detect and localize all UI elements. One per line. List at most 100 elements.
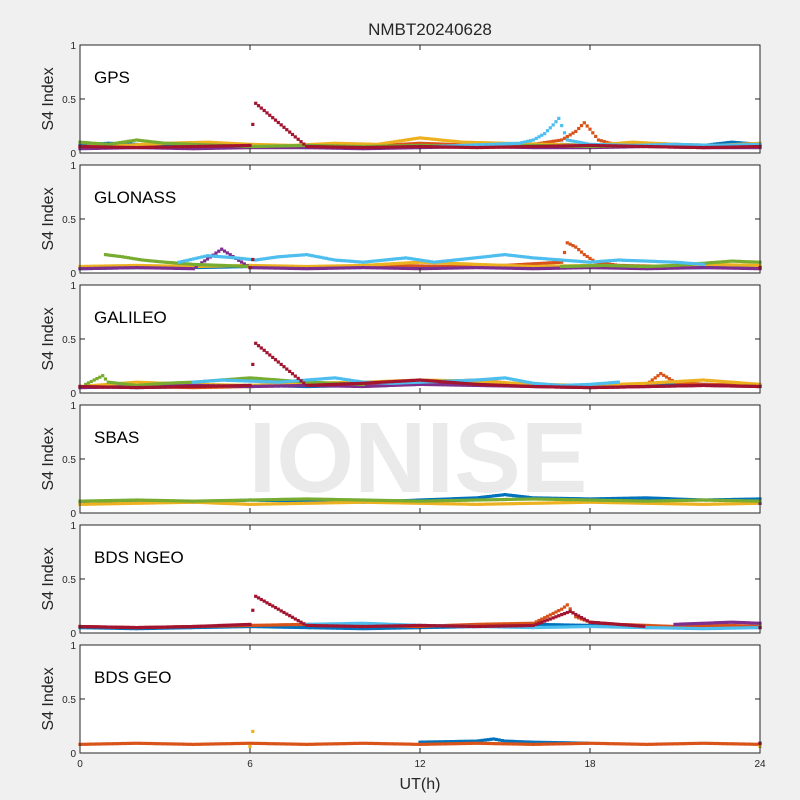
data-point <box>265 256 269 260</box>
data-point <box>602 498 606 502</box>
data-point <box>183 385 187 389</box>
data-point <box>494 383 499 387</box>
data-point <box>194 256 198 260</box>
data-point <box>579 383 584 387</box>
data-point <box>407 142 411 146</box>
data-point <box>95 377 99 381</box>
data-point <box>154 140 159 144</box>
data-point <box>347 145 351 149</box>
data-point <box>126 382 130 387</box>
data-point <box>254 142 258 147</box>
data-point <box>622 501 626 505</box>
data-point <box>194 380 198 384</box>
data-point <box>288 146 292 150</box>
data-point <box>120 501 125 506</box>
data-point <box>735 499 739 503</box>
data-point <box>288 384 292 388</box>
data-point <box>282 380 286 384</box>
data-point <box>438 264 442 268</box>
data-series <box>78 341 762 390</box>
data-point <box>497 383 501 387</box>
data-point <box>344 142 348 146</box>
data-point <box>452 261 456 266</box>
data-point <box>741 502 745 506</box>
data-point <box>613 266 618 270</box>
data-point <box>370 259 374 263</box>
data-point <box>200 264 204 268</box>
data-point <box>749 382 754 386</box>
data-point <box>95 266 99 270</box>
data-point <box>146 501 150 505</box>
data-point <box>653 266 657 271</box>
data-point <box>619 258 623 262</box>
data-point <box>486 266 490 270</box>
data-point <box>480 143 484 147</box>
data-point <box>237 144 241 148</box>
data-point <box>401 145 405 149</box>
data-point <box>313 254 317 258</box>
data-point <box>208 499 212 503</box>
data-point <box>469 256 473 260</box>
data-point <box>319 497 323 501</box>
data-point <box>557 260 561 264</box>
data-point <box>463 262 467 266</box>
data-point <box>704 383 708 388</box>
data-point <box>381 501 385 505</box>
data-point <box>738 263 742 267</box>
data-point <box>421 258 425 263</box>
data-point <box>319 383 323 387</box>
data-point <box>160 501 164 505</box>
data-point <box>582 143 586 148</box>
data-point <box>310 267 314 271</box>
data-point <box>256 344 261 348</box>
data-point <box>492 498 496 502</box>
data-point <box>432 379 436 383</box>
data-point <box>511 497 516 501</box>
data-point <box>645 496 649 500</box>
data-point <box>560 264 564 269</box>
data-point <box>256 266 261 270</box>
data-point <box>370 142 374 146</box>
data-point <box>503 253 507 257</box>
data-point <box>455 262 459 266</box>
data-point <box>611 258 615 263</box>
data-point <box>497 498 501 502</box>
data-point <box>228 146 232 150</box>
data-point <box>101 145 105 149</box>
data-point <box>676 145 680 149</box>
data-point <box>574 385 578 389</box>
data-point <box>602 500 606 505</box>
data-point <box>650 501 654 505</box>
data-point <box>741 145 745 149</box>
data-point <box>333 382 337 386</box>
data-point <box>630 496 635 500</box>
data-point <box>630 144 635 148</box>
data-point <box>574 383 578 387</box>
data-point <box>483 377 487 381</box>
data-point <box>693 266 697 270</box>
data-point <box>285 144 289 148</box>
data-point <box>698 145 703 150</box>
data-point <box>579 250 584 254</box>
data-point <box>565 501 569 505</box>
data-point <box>251 379 255 383</box>
data-point <box>509 493 513 497</box>
data-point <box>611 381 615 385</box>
data-point <box>415 380 419 384</box>
data-point <box>171 501 176 505</box>
data-point <box>112 145 116 149</box>
data-point <box>409 264 414 268</box>
data-point <box>205 499 210 503</box>
data-point <box>667 499 671 503</box>
data-point <box>381 380 385 384</box>
data-point <box>293 499 297 503</box>
data-point <box>500 376 504 380</box>
data-point <box>194 262 198 267</box>
data-point <box>129 385 133 390</box>
data-point <box>551 139 555 143</box>
data-point <box>234 379 238 383</box>
data-point <box>585 498 589 502</box>
data-point <box>135 146 139 150</box>
data-point <box>647 267 652 271</box>
data-point <box>605 262 609 266</box>
